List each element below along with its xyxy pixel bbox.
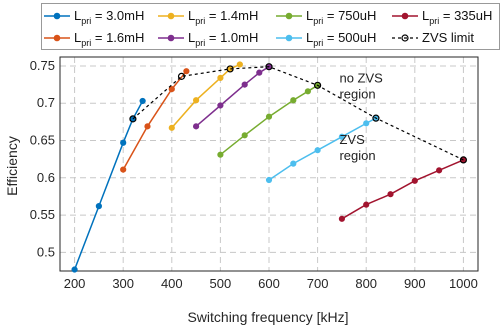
data-point [192,123,200,130]
legend-item: Lpri = 1.4mH [158,8,258,26]
legend-label: Lpri = 335uH [422,8,492,26]
data-point [290,97,297,104]
data-point [241,81,248,88]
legend-label: ZVS limit [422,30,474,45]
zvs-limit-point [314,81,322,89]
legend-label: Lpri = 750uH [306,8,376,26]
data-point [168,85,175,93]
region-annotation: no ZVS [339,70,383,85]
series-line [73,100,144,270]
y-tick-label: 0.6 [37,170,55,185]
legend-item: Lpri = 500uH [276,30,376,48]
zvs-limit-line [132,66,464,161]
data-point [217,151,224,158]
data-point [168,124,175,131]
data-point [236,61,243,68]
data-point [120,166,127,173]
data-point [217,102,224,109]
legend-item: Lpri = 3.0mH [44,8,144,26]
x-tick-label: 1000 [449,276,478,291]
legend-label: Lpri = 1.6mH [74,30,144,48]
data-point [411,177,418,184]
zvs-limit-point [177,72,186,80]
data-point [314,147,321,154]
x-tick-label: 800 [355,276,377,291]
data-point [183,68,190,75]
data-point [290,160,297,167]
series-line [341,159,464,220]
legend-swatch-marker [401,12,409,20]
series-line [195,66,270,127]
legend-swatch-marker [285,34,293,42]
legend-item: Lpri = 335uH [392,8,492,26]
data-point [256,69,263,76]
data-point [363,201,370,208]
zvs-limit-point [265,63,273,71]
data-point [241,132,248,139]
legend-swatch-marker [401,34,409,42]
y-tick-label: 0.65 [30,133,55,148]
x-tick-label: 600 [258,276,280,291]
legend-label: Lpri = 500uH [306,30,376,48]
data-point [192,97,200,104]
y-tick-label: 0.5 [37,244,55,259]
legend-swatch-marker [167,34,175,42]
plot-area: 200 300 400 500 600 700 800 900 1000 0.5 0.55 0.6 0.… [30,56,479,291]
legend-swatch-marker [53,12,61,20]
data-point [265,176,273,184]
data-point [338,215,346,222]
x-tick-label: 900 [404,276,426,291]
x-tick-label: 700 [307,276,329,291]
data-point [363,120,370,127]
data-point [338,133,346,140]
legend-swatch-marker [53,34,61,42]
y-tick-label: 0.55 [30,207,55,222]
data-point [144,123,151,130]
x-tick-label: 300 [112,276,134,291]
legend-label: Lpri = 3.0mH [74,8,144,26]
legend-swatch-marker [167,12,175,20]
zvs-limit-point [226,65,234,73]
legend-item: ZVS limit [392,30,474,45]
zvs-limit-point [459,156,468,164]
zvs-limit-point [372,114,380,122]
data-point [265,113,273,120]
data-point [217,74,224,81]
region-annotation: region [339,86,375,101]
legend-item: Lpri = 1.6mH [44,30,144,48]
data-point [387,191,394,198]
x-axis-label: Switching frequency [kHz] [187,309,348,325]
zvs-limit-point [129,115,137,123]
data-point [304,88,311,95]
y-tick-label: 0.75 [30,58,55,73]
data-point [436,167,443,174]
legend-label: Lpri = 1.0mH [188,30,258,48]
x-tick-label: 500 [210,276,232,291]
data-point [71,266,78,273]
legend-item: Lpri = 750uH [276,8,376,26]
x-tick-label: 400 [161,276,183,291]
data-point [120,139,127,146]
region-annotation: region [339,148,375,163]
data-point [139,97,146,105]
legend-label: Lpri = 1.4mH [188,8,258,26]
data-point [95,203,102,210]
axes-frame [59,56,479,272]
legend-swatch-marker [285,12,293,20]
y-tick-label: 0.7 [37,95,55,110]
region-annotation: ZVS [339,132,365,147]
legend-item: Lpri = 1.0mH [158,30,258,48]
x-tick-label: 200 [64,276,86,291]
legend: Lpri = 3.0mH Lpri = 1.4mH Lpri = 750uH Lpri… [41,3,500,50]
series-line [122,70,187,170]
y-axis-label: Efficiency [4,136,20,196]
legend-box [41,3,500,50]
